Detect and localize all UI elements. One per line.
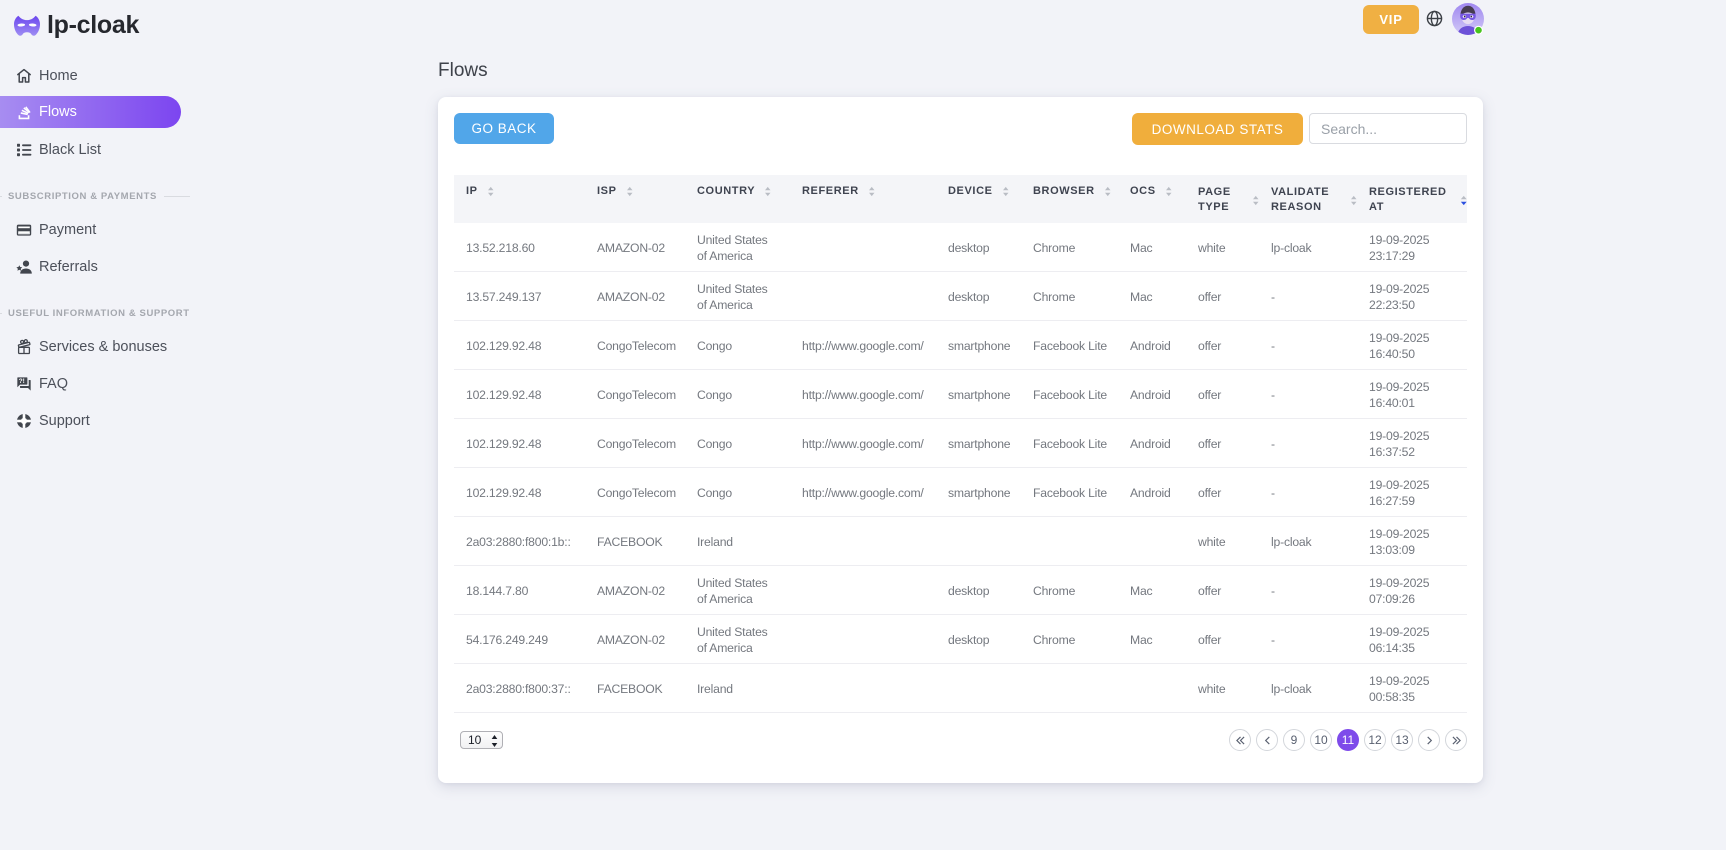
svg-text:?!: ?! — [19, 378, 25, 385]
